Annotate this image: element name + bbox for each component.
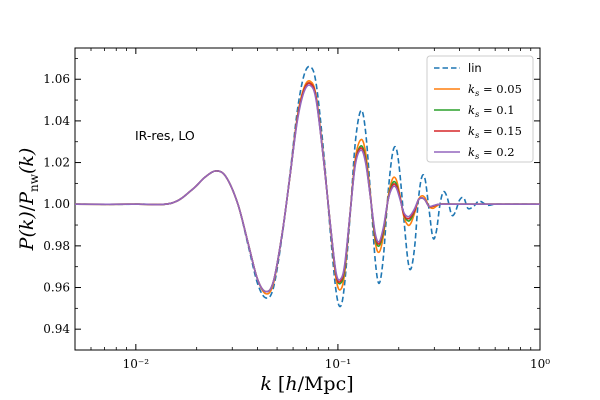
y-axis-label: P(k)/Pnw(k) <box>16 148 41 252</box>
legend-label-0: lin <box>468 61 482 75</box>
x-tick-label: 10⁻² <box>123 357 150 371</box>
legend-box <box>426 55 534 163</box>
legend-label-2: ks = 0.1 <box>468 103 515 120</box>
y-tick-label: 1.06 <box>43 72 70 86</box>
series-line-4 <box>75 84 540 293</box>
x-tick-label: 10⁰ <box>530 357 550 371</box>
y-tick-label: 1.02 <box>43 156 70 170</box>
axis-tick-labels: 10⁻² 10⁻¹ 10⁰ 0.94 0.96 0.98 1.00 1.02 1.04 1.06 <box>43 72 550 371</box>
x-axis-label: k [h/Mpc] <box>260 373 353 395</box>
x-tick-label: 10⁻¹ <box>325 357 351 371</box>
legend-label-3: ks = 0.15 <box>468 124 522 141</box>
legend-label-4: ks = 0.2 <box>468 145 515 162</box>
legend-label-1: ks = 0.05 <box>468 82 522 99</box>
axis-ticks <box>75 48 541 351</box>
plot-area-frame <box>74 47 541 351</box>
series-lines <box>75 65 540 308</box>
series-line-0 <box>75 65 540 308</box>
y-tick-label: 1.00 <box>43 197 70 211</box>
chart-annotation: IR-res, LO <box>135 128 195 143</box>
y-tick-label: 0.98 <box>43 239 70 253</box>
chart-legend: lin ks = 0.05 ks = 0.1 ks = 0.15 ks = 0.2 <box>426 55 534 163</box>
y-tick-label: 0.96 <box>43 281 70 295</box>
y-tick-label: 0.94 <box>43 322 70 336</box>
y-tick-label: 1.04 <box>43 114 70 128</box>
